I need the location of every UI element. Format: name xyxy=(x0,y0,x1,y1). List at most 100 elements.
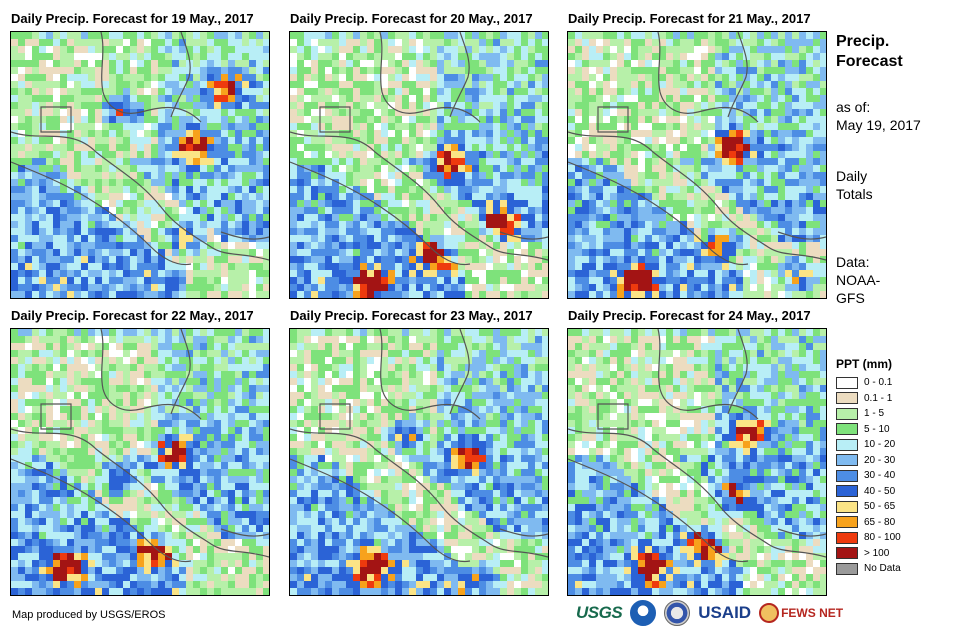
precip-cell xyxy=(95,179,102,186)
precip-cell xyxy=(687,60,694,67)
precip-cell xyxy=(568,284,575,291)
precip-cell xyxy=(67,448,74,455)
precip-cell xyxy=(687,291,694,298)
precip-cell xyxy=(514,284,521,291)
precip-cell xyxy=(666,109,673,116)
precip-cell xyxy=(743,74,750,81)
precip-cell xyxy=(687,200,694,207)
precip-cell xyxy=(722,81,729,88)
precip-cell xyxy=(729,235,736,242)
precip-cell xyxy=(151,172,158,179)
precip-cell xyxy=(186,392,193,399)
precip-cell xyxy=(165,256,172,263)
precip-cell xyxy=(67,53,74,60)
precip-cell xyxy=(263,336,269,343)
precip-cell xyxy=(304,277,311,284)
precip-cell xyxy=(304,242,311,249)
precip-cell xyxy=(659,277,666,284)
precip-cell xyxy=(256,137,263,144)
precip-cell xyxy=(673,291,680,298)
precip-cell xyxy=(193,102,200,109)
precip-cell xyxy=(743,228,750,235)
precip-cell xyxy=(722,221,729,228)
precip-cell xyxy=(109,441,116,448)
precip-cell xyxy=(423,186,430,193)
precip-cell xyxy=(256,427,263,434)
precip-cell xyxy=(18,179,25,186)
precip-cell xyxy=(582,53,589,60)
precip-cell xyxy=(423,284,430,291)
precip-cell xyxy=(458,263,465,270)
precip-cell xyxy=(416,39,423,46)
precip-cell xyxy=(514,186,521,193)
precip-cell xyxy=(792,67,799,74)
precip-cell xyxy=(32,137,39,144)
precip-cell xyxy=(722,88,729,95)
precip-cell xyxy=(701,221,708,228)
precip-cell xyxy=(172,172,179,179)
precip-cell xyxy=(479,277,486,284)
precip-cell xyxy=(750,193,757,200)
precip-cell xyxy=(722,39,729,46)
precip-cell xyxy=(757,39,764,46)
precip-cell xyxy=(130,434,137,441)
precip-cell xyxy=(60,32,67,39)
precip-cell xyxy=(207,441,214,448)
precip-cell xyxy=(736,165,743,172)
precip-cell xyxy=(46,350,53,357)
precip-cell xyxy=(304,46,311,53)
precip-cell xyxy=(596,158,603,165)
precip-cell xyxy=(610,186,617,193)
precip-cell xyxy=(486,284,493,291)
precip-cell xyxy=(304,263,311,270)
precip-cell xyxy=(722,123,729,130)
precip-cell xyxy=(820,53,826,60)
precip-cell xyxy=(179,193,186,200)
precip-cell xyxy=(95,357,102,364)
precip-cell xyxy=(130,214,137,221)
precip-cell xyxy=(325,95,332,102)
precip-cell xyxy=(624,207,631,214)
precip-cell xyxy=(11,158,18,165)
precip-cell xyxy=(423,109,430,116)
precip-cell xyxy=(715,277,722,284)
precip-cell xyxy=(263,364,269,371)
precip-cell xyxy=(388,137,395,144)
precip-cell xyxy=(638,81,645,88)
precip-cell xyxy=(575,123,582,130)
precip-cell xyxy=(624,53,631,60)
precip-cell xyxy=(332,39,339,46)
precip-cell xyxy=(207,74,214,81)
precip-cell xyxy=(535,102,542,109)
precip-cell xyxy=(750,102,757,109)
precip-cell xyxy=(130,102,137,109)
precip-cell xyxy=(528,158,535,165)
precip-cell xyxy=(137,357,144,364)
precip-cell xyxy=(708,151,715,158)
precip-cell xyxy=(353,60,360,67)
precip-cell xyxy=(680,144,687,151)
precip-cell xyxy=(207,130,214,137)
precip-cell xyxy=(304,249,311,256)
precip-cell xyxy=(528,291,535,298)
precip-cell xyxy=(46,46,53,53)
precip-cell xyxy=(708,221,715,228)
precip-cell xyxy=(638,249,645,256)
precip-cell xyxy=(575,284,582,291)
precip-cell xyxy=(18,350,25,357)
precip-cell xyxy=(60,109,67,116)
precip-cell xyxy=(631,102,638,109)
precip-cell xyxy=(360,214,367,221)
precip-cell xyxy=(130,420,137,427)
precip-cell xyxy=(631,144,638,151)
precip-cell xyxy=(666,67,673,74)
precip-cell xyxy=(444,179,451,186)
precip-cell xyxy=(325,165,332,172)
precip-cell xyxy=(109,32,116,39)
precip-cell xyxy=(353,102,360,109)
precip-cell xyxy=(67,263,74,270)
precip-cell xyxy=(297,95,304,102)
precip-cell xyxy=(750,249,757,256)
precip-cell xyxy=(479,193,486,200)
precip-cell xyxy=(242,214,249,221)
